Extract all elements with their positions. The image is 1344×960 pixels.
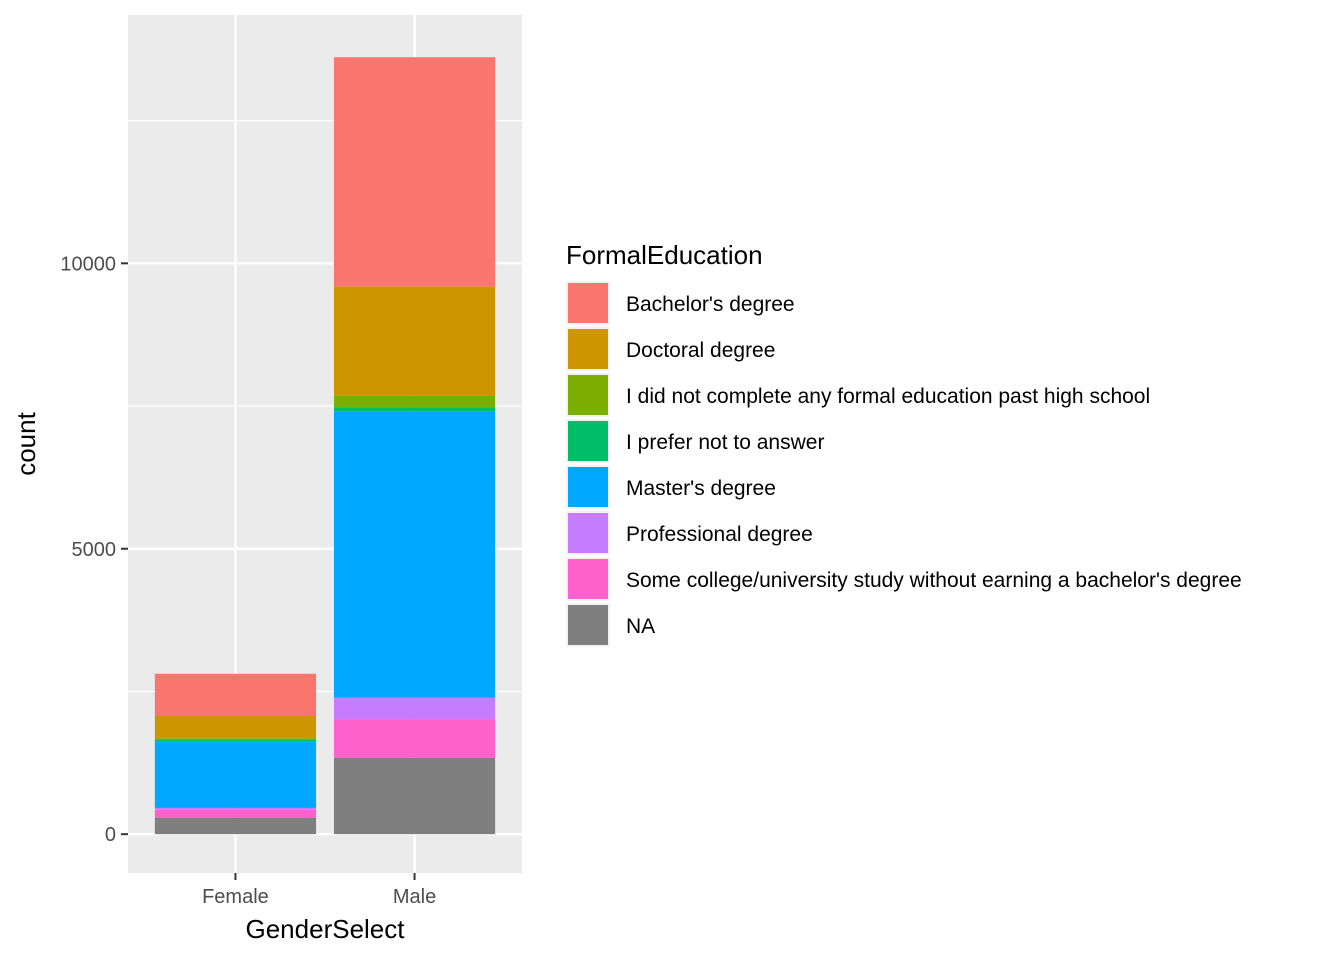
legend-label: Some college/university study without ea… [626, 569, 1242, 592]
bar-segment [333, 411, 496, 698]
bar-segment [154, 673, 317, 717]
bars [154, 57, 496, 835]
legend-title: FormalEducation [566, 240, 763, 270]
x-tick-label: Male [393, 886, 436, 908]
y-axis-title: count [11, 411, 41, 475]
legend-key-swatch [568, 467, 608, 507]
x-tick-label: Female [202, 886, 269, 908]
x-axis: Female Male [202, 873, 436, 908]
legend-label: I did not complete any formal education … [626, 385, 1150, 408]
bar-segment [333, 57, 496, 287]
legend-label: Professional degree [626, 523, 813, 546]
bar-segment [333, 286, 496, 396]
legend-key-swatch [568, 375, 608, 415]
legend-label: Doctoral degree [626, 339, 775, 362]
bar-segment [154, 741, 317, 808]
bar-segment [333, 395, 496, 408]
bar-segment [154, 807, 317, 810]
legend-key-swatch [568, 513, 608, 553]
legend-label: Bachelor's degree [626, 293, 795, 316]
legend-key-swatch [568, 421, 608, 461]
y-tick-label: 0 [105, 824, 116, 846]
x-axis-title: GenderSelect [246, 914, 406, 944]
legend-label: I prefer not to answer [626, 431, 824, 454]
bar-segment [154, 716, 317, 739]
legend-label: NA [626, 615, 655, 638]
legend: FormalEducation Bachelor's degree Doctora… [566, 240, 1242, 647]
bar-segment [333, 719, 496, 758]
bar-segment [333, 697, 496, 720]
bar-segment [154, 809, 317, 818]
legend-key-swatch [568, 605, 608, 645]
legend-key-swatch [568, 283, 608, 323]
bar-segment [154, 739, 317, 742]
bar-segment [333, 757, 496, 835]
bar-segment [154, 817, 317, 835]
y-tick-label: 5000 [72, 539, 117, 561]
bar-segment [333, 407, 496, 412]
legend-key-swatch [568, 559, 608, 599]
legend-key-swatch [568, 329, 608, 369]
y-axis: 0 5000 10000 [60, 253, 128, 846]
bar-segment [154, 738, 317, 740]
legend-label: Master's degree [626, 477, 776, 500]
y-tick-label: 10000 [60, 253, 116, 275]
